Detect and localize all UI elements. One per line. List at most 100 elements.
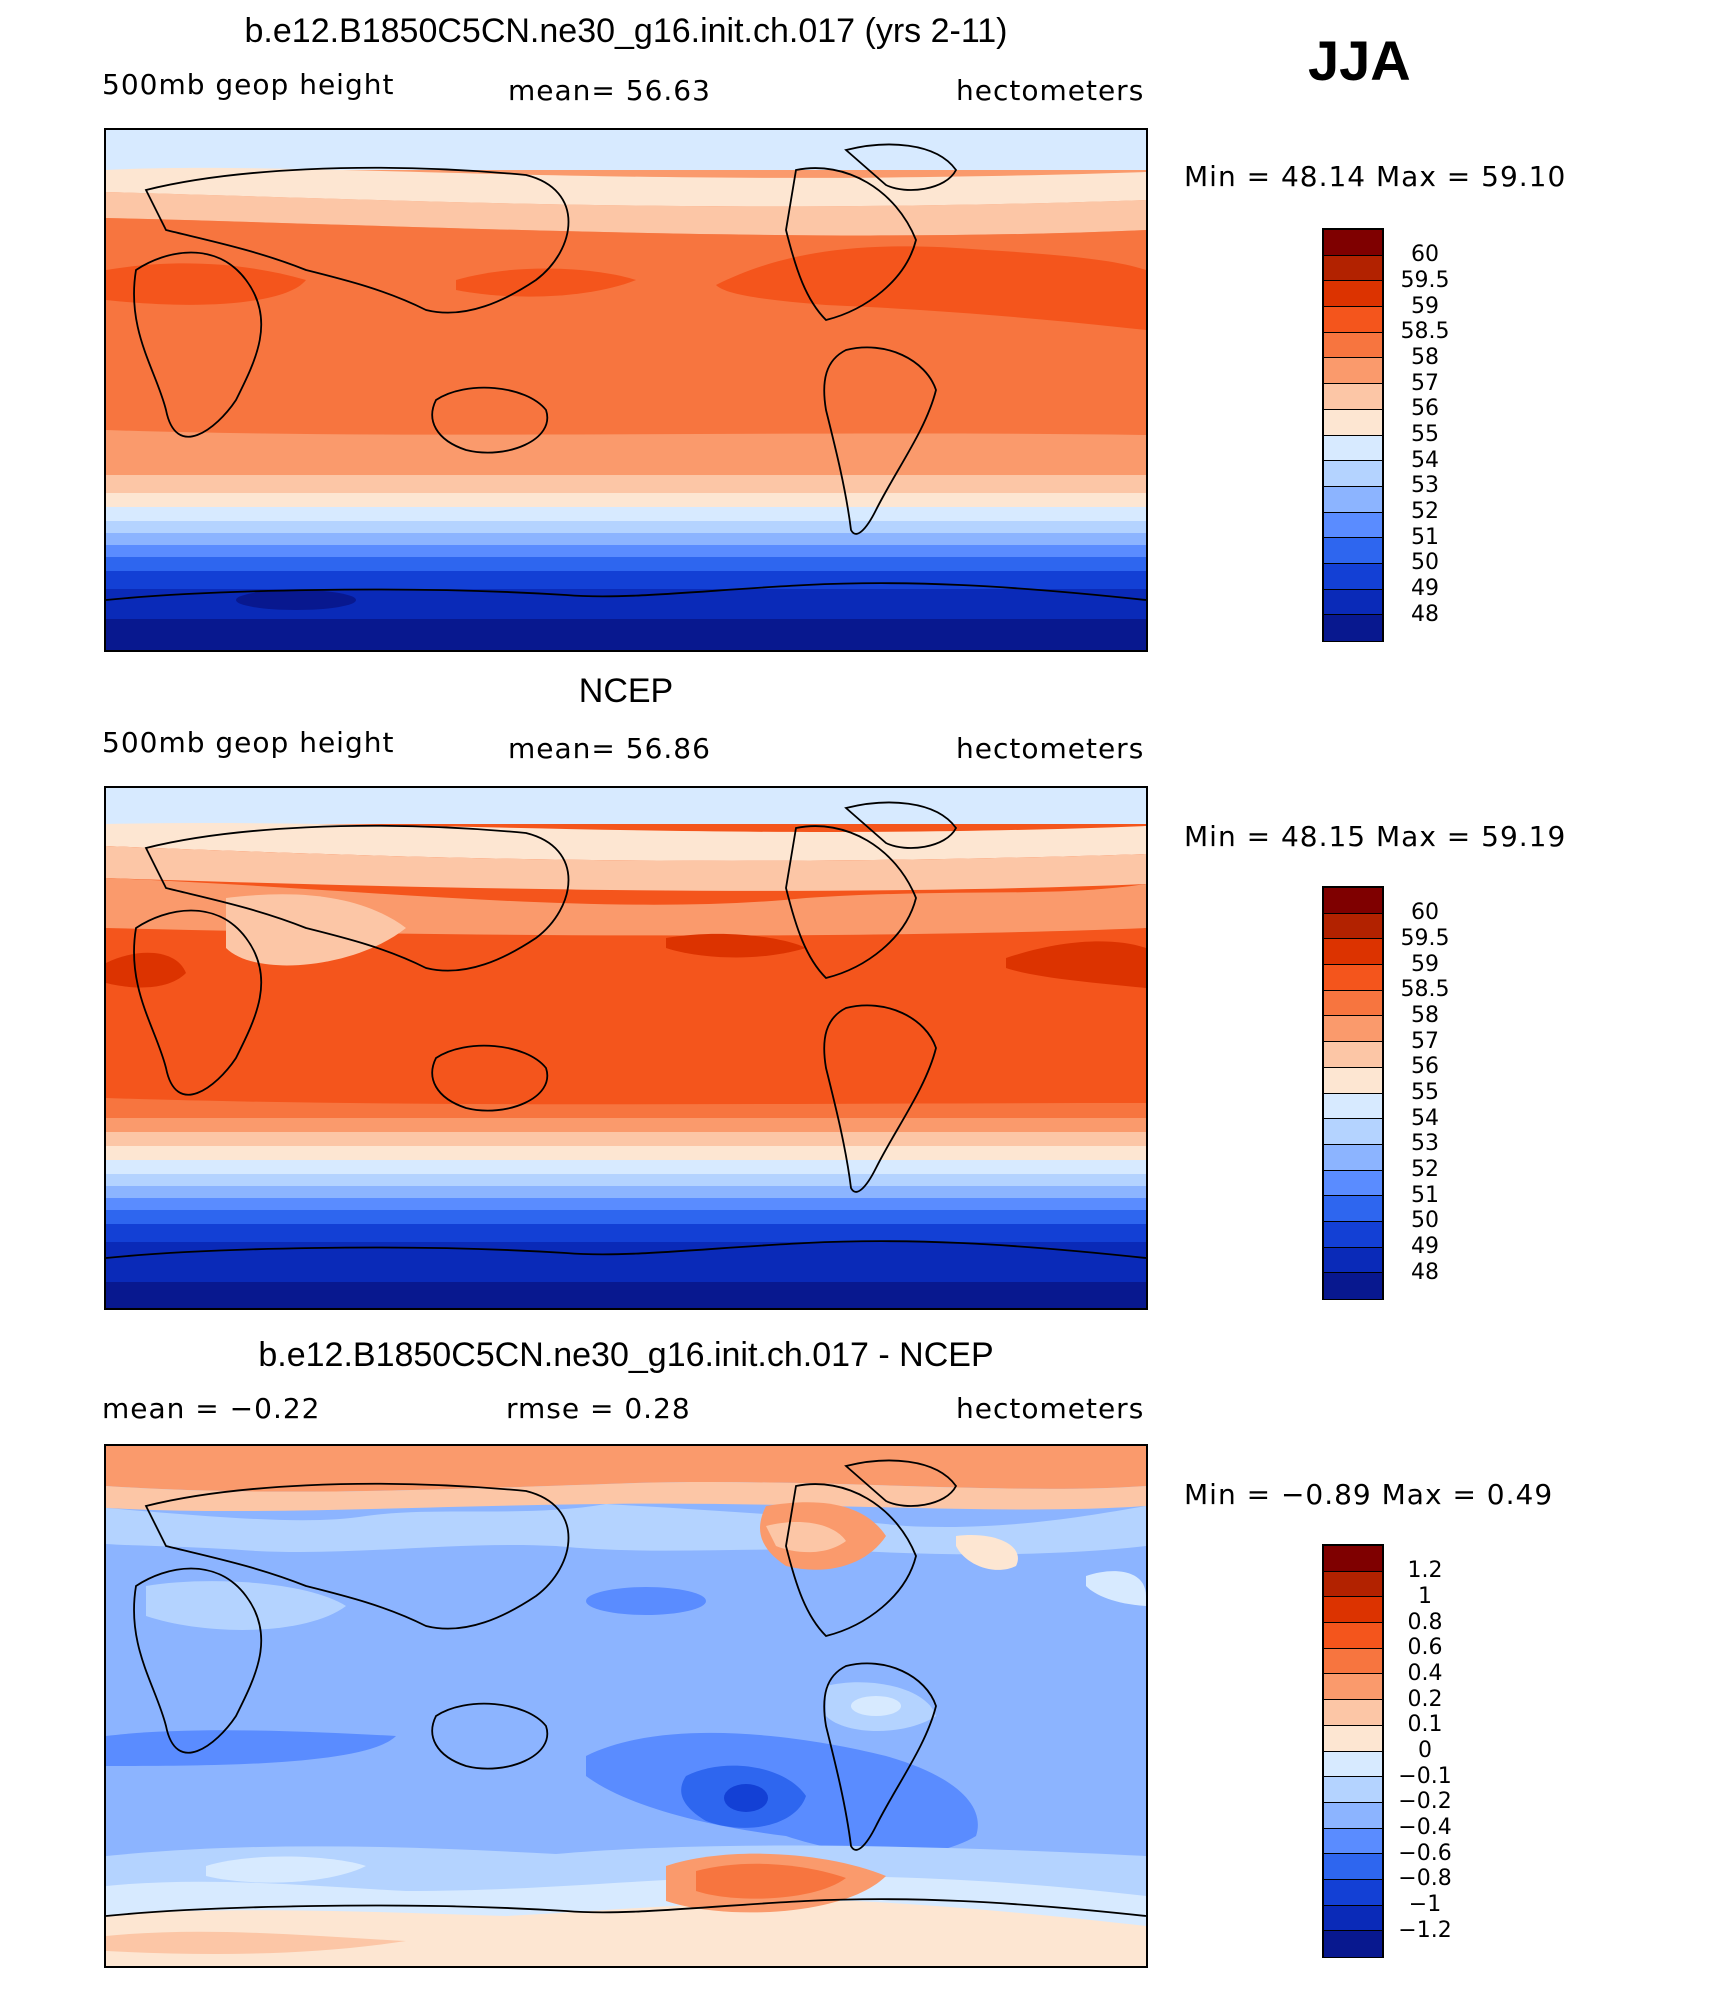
colorbar-swatch (1324, 1751, 1382, 1778)
colorbar-difference (1322, 1544, 1384, 1958)
colorbar-swatch (1324, 230, 1382, 256)
map-model-geopotential (104, 128, 1148, 652)
colorbar-swatch (1324, 1546, 1382, 1572)
colorbar-tick-label: −0.2 (1398, 1789, 1452, 1814)
colorbar-swatch (1324, 332, 1382, 359)
colorbar-swatch (1324, 281, 1382, 308)
colorbar-tick-label: 53 (1411, 1131, 1439, 1156)
colorbar-tick-label: 51 (1411, 1183, 1439, 1208)
colorbar-tick-label: 52 (1411, 1157, 1439, 1182)
colorbar-swatch (1324, 1170, 1382, 1197)
colorbar-tick-label: 58 (1411, 345, 1439, 370)
colorbar-tick-label: 49 (1411, 1234, 1439, 1259)
colorbar-swatch (1324, 1571, 1382, 1598)
colorbar-tick-label: 1 (1418, 1584, 1432, 1609)
colorbar-tick-label: 0.2 (1407, 1687, 1443, 1712)
colorbar-tick-label: 56 (1411, 1054, 1439, 1079)
colorbar-swatch (1324, 1854, 1382, 1880)
panel-min-max: Min = 48.15 Max = 59.19 (1184, 820, 1567, 853)
colorbar-swatch (1324, 1700, 1382, 1726)
colorbar-tick-label: 57 (1411, 1029, 1439, 1054)
colorbar-tick-label: 58.5 (1400, 319, 1450, 344)
colorbar-tick-label: 0 (1418, 1738, 1432, 1763)
colorbar-swatch (1324, 435, 1382, 462)
colorbar-labels-model: 60 59.5 59 58.5 58 57 56 55 54 53 52 51 … (1380, 228, 1470, 642)
colorbar-tick-label: 59.5 (1400, 268, 1450, 293)
colorbar-swatch (1324, 939, 1382, 966)
colorbar-swatch (1324, 1119, 1382, 1145)
map-canvas (106, 130, 1146, 650)
colorbar-swatch (1324, 1247, 1382, 1274)
colorbar-tick-label: 54 (1411, 448, 1439, 473)
colorbar-tick-label: −1 (1408, 1892, 1442, 1917)
panel-right-label: hectometers (956, 1392, 1145, 1425)
colorbar-tick-label: −1.2 (1398, 1918, 1452, 1943)
colorbar-ncep (1322, 886, 1384, 1300)
colorbar-swatch (1324, 1597, 1382, 1624)
colorbar-tick-label: 58.5 (1400, 977, 1450, 1002)
colorbar-tick-label: 1.2 (1407, 1558, 1443, 1583)
colorbar-swatch (1324, 1093, 1382, 1120)
map-canvas (106, 1446, 1146, 1966)
panel-right-label: hectometers (956, 732, 1145, 765)
colorbar-swatch (1324, 1674, 1382, 1701)
panel-center-label: mean= 56.86 (508, 732, 711, 765)
colorbar-tick-label: 59 (1411, 952, 1439, 977)
colorbar-swatch (1324, 1648, 1382, 1675)
colorbar-tick-label: 56 (1411, 396, 1439, 421)
colorbar-swatch (1324, 1067, 1382, 1094)
colorbar-swatch (1324, 1042, 1382, 1068)
colorbar-swatch (1324, 965, 1382, 991)
colorbar-tick-label: 53 (1411, 473, 1439, 498)
colorbar-tick-label: 51 (1411, 525, 1439, 550)
colorbar-tick-label: 0.6 (1407, 1635, 1443, 1660)
colorbar-model (1322, 228, 1384, 642)
colorbar-swatch (1324, 358, 1382, 385)
colorbar-swatch (1324, 1802, 1382, 1829)
panel-right-label: hectometers (956, 74, 1145, 107)
panel-left-label: mean = −0.22 (102, 1392, 321, 1425)
colorbar-tick-label: 0.4 (1407, 1661, 1443, 1686)
colorbar-tick-label: 60 (1411, 900, 1439, 925)
colorbar-tick-label: 58 (1411, 1003, 1439, 1028)
colorbar-swatch (1324, 1016, 1382, 1043)
colorbar-swatch (1324, 1196, 1382, 1222)
season-label: JJA (1308, 29, 1411, 92)
colorbar-swatch (1324, 589, 1382, 616)
colorbar-swatch (1324, 384, 1382, 410)
colorbar-swatch (1324, 461, 1382, 487)
colorbar-tick-label: 0.1 (1407, 1712, 1443, 1737)
colorbar-tick-label: 50 (1411, 1208, 1439, 1233)
colorbar-tick-label: 55 (1411, 1080, 1439, 1105)
colorbar-swatch (1324, 1828, 1382, 1855)
panel-center-label: rmse = 0.28 (506, 1392, 691, 1425)
map-ncep-geopotential (104, 786, 1148, 1310)
panel-center-label: mean= 56.63 (508, 74, 711, 107)
colorbar-tick-label: −0.6 (1398, 1841, 1452, 1866)
colorbar-tick-label: 50 (1411, 550, 1439, 575)
colorbar-swatch (1324, 486, 1382, 513)
colorbar-tick-label: 60 (1411, 242, 1439, 267)
colorbar-swatch (1324, 1273, 1382, 1299)
panel-left-label: 500mb geop height (102, 68, 395, 101)
colorbar-swatch (1324, 1777, 1382, 1803)
colorbar-tick-label: 59 (1411, 294, 1439, 319)
colorbar-swatch (1324, 1725, 1382, 1752)
colorbar-tick-label: −0.4 (1398, 1815, 1452, 1840)
colorbar-swatch (1324, 563, 1382, 590)
colorbar-swatch (1324, 512, 1382, 539)
colorbar-swatch (1324, 1144, 1382, 1171)
colorbar-tick-label: 59.5 (1400, 926, 1450, 951)
colorbar-swatch (1324, 409, 1382, 436)
colorbar-labels-difference: 1.2 1 0.8 0.6 0.4 0.2 0.1 0 −0.1 −0.2 −0… (1380, 1544, 1470, 1958)
colorbar-tick-label: 57 (1411, 371, 1439, 396)
colorbar-swatch (1324, 538, 1382, 564)
colorbar-tick-label: 52 (1411, 499, 1439, 524)
colorbar-swatch (1324, 1623, 1382, 1649)
colorbar-tick-label: 55 (1411, 422, 1439, 447)
colorbar-swatch (1324, 255, 1382, 282)
colorbar-swatch (1324, 615, 1382, 641)
colorbar-tick-label: −0.1 (1398, 1764, 1452, 1789)
colorbar-swatch (1324, 1879, 1382, 1906)
panel-min-max: Min = −0.89 Max = 0.49 (1184, 1478, 1554, 1511)
